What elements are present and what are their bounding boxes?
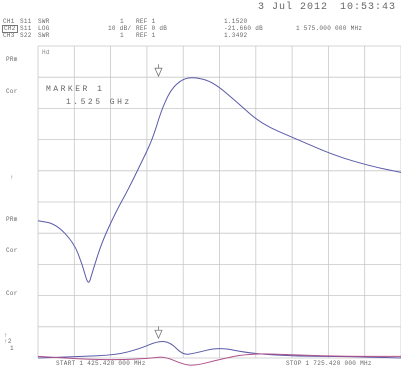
ch1-format: SWR (38, 18, 50, 25)
ch2-marker-freq: 1 575.000 000 MHz (296, 25, 363, 32)
marker-title: MARKER 1 (46, 85, 105, 94)
graticule (37, 45, 401, 359)
ch2-scale: 10 dB/ (108, 25, 132, 32)
label-ref-b: ↑2 (4, 338, 12, 345)
label-cor-2: Cor (6, 247, 18, 254)
label-prm-top: PRm (6, 56, 18, 63)
label-cor-1: Cor (6, 88, 18, 95)
ch2-marker-value: -21.660 dB (224, 25, 264, 32)
ch3-format: SWR (38, 32, 50, 39)
marker-arrow-bottom-icon[interactable] (154, 326, 163, 340)
ch2-ref: REF 0 dB (136, 25, 168, 32)
label-ref-a: ↑ (4, 332, 8, 339)
marker-frequency: 1.525 GHz (66, 98, 132, 107)
start-frequency: START 1 425.420 000 MHz (56, 360, 146, 367)
marker-arrow-icon[interactable] (154, 64, 163, 78)
trace-ch3 (37, 353, 401, 366)
ch3-marker-value: 1.3492 (224, 32, 248, 39)
ch2-param: S11 (20, 25, 32, 32)
label-cor-3: Cor (6, 290, 18, 297)
marker-arrows (154, 64, 163, 340)
ch3-scale: 1 (120, 32, 124, 39)
label-prm-mid: PRm (6, 216, 18, 223)
traces (37, 77, 401, 366)
time-label: 10:53:43 (340, 2, 397, 13)
label-hd: Hd (42, 49, 50, 56)
ch1-id[interactable]: CH1 (3, 18, 15, 25)
ch3-id[interactable]: CH3 (3, 32, 15, 39)
ch1-param: S11 (20, 18, 32, 25)
stop-frequency: STOP 1 725.420 000 MHz (286, 360, 372, 367)
ch1-ref: REF 1 (136, 18, 156, 25)
label-ref-c: 1 (10, 345, 14, 352)
ch3-param: S22 (20, 32, 32, 39)
ch2-format: LOG (38, 25, 50, 32)
date-label: 3 Jul 2012 (258, 2, 329, 13)
trace-ch2 (37, 77, 401, 283)
ch1-marker-value: 1.1520 (224, 18, 248, 25)
ch2-id[interactable]: CH2 (2, 25, 18, 33)
label-arrow-mid: ↑ (10, 174, 14, 181)
trace-ch1 (37, 340, 401, 359)
ch1-scale: 1 (120, 18, 124, 25)
ch3-ref: REF 1 (136, 32, 156, 39)
